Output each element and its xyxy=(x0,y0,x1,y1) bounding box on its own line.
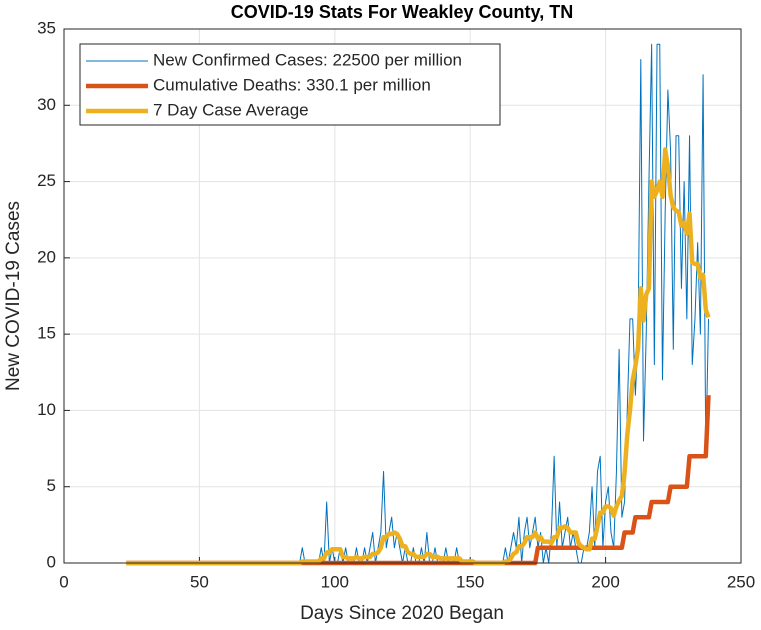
x-tick-label: 100 xyxy=(321,572,349,591)
x-tick-label: 50 xyxy=(190,572,209,591)
legend-label: Cumulative Deaths: 330.1 per million xyxy=(153,75,431,94)
legend-label: 7 Day Case Average xyxy=(153,100,309,119)
y-tick-label: 20 xyxy=(37,247,56,266)
y-tick-label: 25 xyxy=(37,171,56,190)
plot-frame xyxy=(63,28,742,564)
x-axis-label: Days Since 2020 Began xyxy=(300,603,504,624)
y-tick-label: 30 xyxy=(37,95,56,114)
x-tick-label: 150 xyxy=(456,572,484,591)
y-tick-label: 15 xyxy=(37,324,56,343)
chart-title: COVID-19 Stats For Weakley County, TN xyxy=(231,2,573,22)
legend-label: New Confirmed Cases: 22500 per million xyxy=(153,50,462,69)
y-axis-label: New COVID-19 Cases xyxy=(3,201,24,391)
x-tick-label: 200 xyxy=(591,572,619,591)
y-tick-label: 35 xyxy=(37,18,56,37)
y-tick-label: 0 xyxy=(47,552,56,571)
legend-box xyxy=(79,43,501,126)
y-tick-label: 5 xyxy=(47,476,56,495)
x-tick-label: 250 xyxy=(727,572,755,591)
x-tick-label: 0 xyxy=(59,572,68,591)
y-tick-label: 10 xyxy=(37,400,56,419)
